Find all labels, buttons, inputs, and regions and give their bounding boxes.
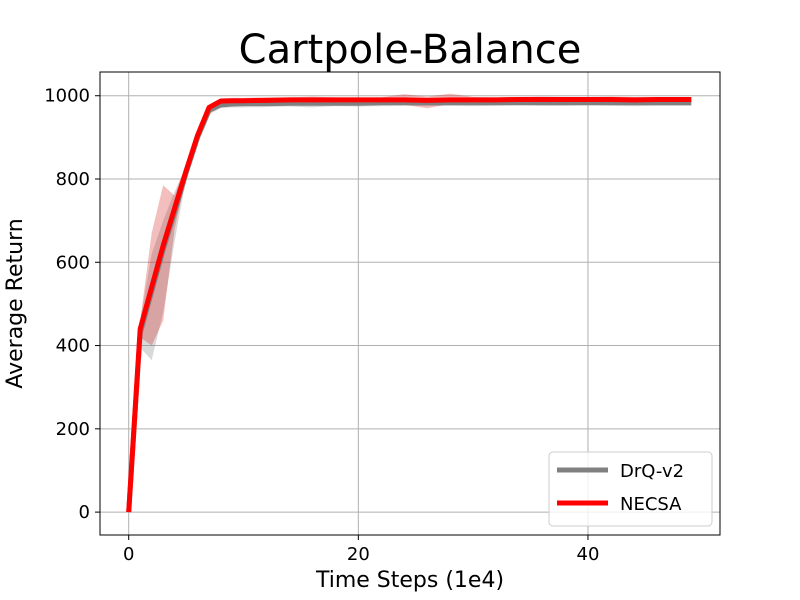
y-tick-label: 200 <box>56 419 90 440</box>
y-tick-label: 1000 <box>44 86 90 107</box>
y-tick-label: 800 <box>56 169 90 190</box>
x-axis-label: Time Steps (1e4) <box>315 568 504 593</box>
chart-title: Cartpole-Balance <box>239 27 582 73</box>
legend-label-necsa: NECSA <box>620 494 682 515</box>
x-tick-label: 40 <box>577 544 600 565</box>
x-tick-label: 20 <box>347 544 370 565</box>
x-tick-label: 0 <box>123 544 134 565</box>
plot-frame <box>99 71 721 536</box>
line-necsa <box>126 96 692 513</box>
y-axis-label: Average Return <box>3 218 28 388</box>
grid <box>100 72 720 535</box>
legend-label-drq-v2: DrQ-v2 <box>620 461 684 482</box>
y-tick-label: 400 <box>56 336 90 357</box>
y-tick-label: 600 <box>56 252 90 273</box>
legend: DrQ-v2 NECSA <box>548 451 713 527</box>
y-tick-label: 0 <box>79 502 90 523</box>
series-lines <box>126 96 692 513</box>
